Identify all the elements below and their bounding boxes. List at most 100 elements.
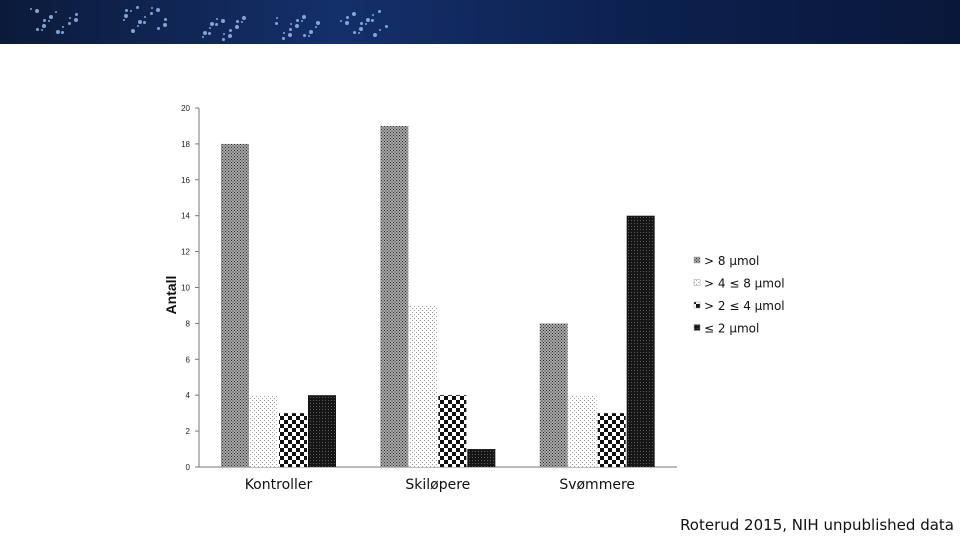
- y-tick-label: 16: [181, 176, 190, 185]
- y-tick-label: 18: [181, 140, 190, 149]
- banner-dot: [35, 9, 39, 13]
- legend-label: > 8 µmol: [704, 254, 759, 268]
- banner-dot: [309, 30, 313, 34]
- banner-dot: [283, 32, 285, 34]
- y-tick-label: 14: [181, 212, 190, 221]
- banner-dot: [302, 15, 306, 19]
- y-tick-label: 2: [186, 427, 191, 436]
- x-tick-label: Skiløpere: [405, 477, 470, 493]
- banner-dot: [385, 25, 388, 28]
- banner-dot: [242, 16, 246, 20]
- bar: [626, 215, 655, 467]
- banner-dot: [308, 35, 310, 37]
- banner-dot: [228, 34, 232, 38]
- banner-dot: [235, 25, 239, 29]
- y-axis-title: Antall: [163, 276, 179, 315]
- banner-dot: [202, 36, 204, 38]
- banner-dot: [215, 23, 218, 26]
- banner-dot: [43, 19, 46, 22]
- banner-dot: [209, 27, 211, 29]
- x-tick-label: Kontroller: [245, 477, 313, 493]
- banner-dot: [124, 14, 128, 18]
- legend-swatch: [693, 301, 701, 309]
- banner-dot: [143, 21, 146, 24]
- banner-dot: [366, 18, 370, 22]
- banner-dot: [164, 18, 167, 21]
- banner-dot: [371, 19, 374, 22]
- x-tick-label: Svømmere: [559, 477, 635, 493]
- banner-dot: [241, 21, 243, 23]
- legend-swatch: [693, 324, 701, 331]
- banner-dot: [36, 28, 39, 31]
- banner-dot: [290, 23, 292, 25]
- legend: > 8 µmol > 4 ≤ 8 µmol > 2 ≤ 4 µmol ≤ 2 µmol: [693, 254, 785, 336]
- banner-dot: [222, 38, 225, 41]
- banner-dot: [150, 12, 153, 15]
- banner-dot: [41, 29, 43, 31]
- y-tick-label: 6: [186, 355, 191, 364]
- banner-dot: [74, 18, 78, 22]
- bar: [279, 413, 307, 467]
- banner-dot: [55, 11, 57, 13]
- banner-dot: [229, 29, 232, 32]
- banner-dot: [358, 32, 360, 34]
- banner-dot: [157, 27, 160, 30]
- banner-dot: [125, 9, 128, 12]
- bar: [568, 395, 597, 467]
- bar: [380, 125, 409, 467]
- bar: [539, 323, 568, 467]
- banner-dot: [296, 19, 299, 22]
- legend-swatch: [693, 279, 701, 286]
- banner-dot: [137, 25, 139, 27]
- banner-dot: [56, 30, 60, 34]
- x-axis-labels: Kontroller Skiløpere Svømmere: [245, 477, 635, 493]
- banner-dot: [379, 29, 381, 31]
- banner-dot: [345, 21, 349, 25]
- banner-dot: [276, 17, 278, 19]
- y-tick-label: 4: [186, 391, 191, 400]
- bar: [438, 395, 467, 467]
- banner-dot: [359, 27, 363, 31]
- bar: [308, 395, 336, 467]
- legend-label: > 2 ≤ 4 µmol: [704, 299, 785, 313]
- banner-dot: [315, 26, 317, 28]
- banner-dot: [282, 37, 285, 40]
- legend-label: > 4 ≤ 8 µmol: [704, 277, 785, 291]
- banner-dot: [236, 20, 239, 23]
- banner-dot: [61, 31, 64, 34]
- banner-dot: [275, 22, 278, 25]
- banner-dot: [49, 15, 53, 19]
- banner-dot: [303, 34, 306, 37]
- legend-label: ≤ 2 µmol: [704, 322, 759, 336]
- y-tick-label: 20: [181, 104, 190, 113]
- bar: [467, 449, 496, 467]
- banner-dot: [144, 16, 146, 18]
- banner-dot: [378, 10, 381, 13]
- banner-dot: [365, 23, 367, 25]
- banner-dot: [301, 20, 303, 22]
- legend-swatch: [693, 256, 701, 264]
- banner-dot: [340, 20, 342, 22]
- banner-dot: [216, 18, 218, 20]
- source-note: Roterud 2015, NIH unpublished data: [680, 516, 954, 534]
- banner-dot: [203, 31, 207, 35]
- banner-dot: [131, 29, 135, 33]
- banner-dot: [136, 6, 139, 9]
- banner-dot: [75, 13, 78, 16]
- banner-dot: [352, 12, 356, 16]
- banner-dot: [316, 21, 320, 25]
- banner-dot: [221, 19, 225, 23]
- banner-dot: [69, 17, 71, 19]
- y-axis-ticks: 0 2 4 6 8 10 12 14 16 18 20: [181, 104, 199, 472]
- banner-dot: [30, 8, 32, 10]
- banner-dot: [130, 10, 132, 12]
- y-tick-label: 10: [181, 284, 190, 293]
- y-tick-label: 0: [186, 463, 191, 472]
- banner-dot: [156, 8, 160, 12]
- banner-dot: [295, 24, 299, 28]
- y-tick-label: 12: [181, 248, 190, 257]
- banner-dot: [289, 28, 292, 31]
- header-banner: [0, 0, 960, 44]
- bars: [221, 125, 655, 467]
- banner-dot: [163, 23, 167, 27]
